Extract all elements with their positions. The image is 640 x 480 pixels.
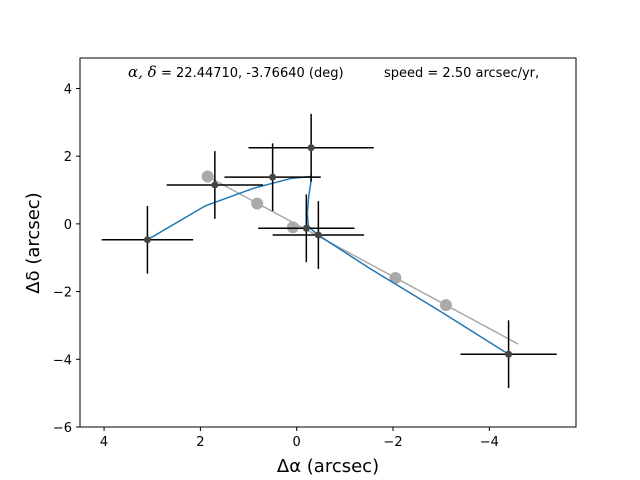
observed-point xyxy=(211,181,219,189)
observed-point xyxy=(314,231,322,239)
model-curve-series xyxy=(147,175,509,355)
y-tick-label: −4 xyxy=(53,353,72,368)
y-ticks: −6 −4 −2 0 2 4 xyxy=(53,82,80,436)
linear-motion-point xyxy=(201,170,214,183)
y-tick-label: 0 xyxy=(64,218,72,233)
model-curve-line xyxy=(147,175,509,355)
x-tick-label: −4 xyxy=(480,435,499,450)
observed-points xyxy=(143,144,513,358)
linear-motion-series xyxy=(201,170,519,345)
observed-point xyxy=(307,144,315,152)
annotation-symbol: α, δ xyxy=(128,63,157,81)
y-axis-label: Δδ (arcsec) xyxy=(23,192,44,293)
linear-motion-point xyxy=(286,221,299,234)
annotation-coords: = 22.44710, -3.76640 (deg) xyxy=(161,66,344,81)
y-tick-label: −6 xyxy=(53,421,72,436)
y-tick-label: 2 xyxy=(64,150,72,165)
y-tick-label: 4 xyxy=(64,82,72,97)
x-tick-label: 2 xyxy=(196,435,204,450)
linear-motion-point xyxy=(251,197,264,210)
x-tick-label: 4 xyxy=(100,435,108,450)
x-tick-label: −2 xyxy=(383,435,402,450)
x-axis-label: Δα (arcsec) xyxy=(277,456,379,477)
linear-motion-point xyxy=(389,272,402,285)
annotation-speed: speed = 2.50 arcsec/yr, xyxy=(384,66,539,81)
y-tick-label: −2 xyxy=(53,286,72,301)
observed-point xyxy=(302,224,310,232)
observed-point xyxy=(505,350,513,358)
observed-point xyxy=(143,236,151,244)
plot-frame xyxy=(79,57,577,428)
x-ticks: 4 2 0 −2 −4 xyxy=(100,427,499,450)
linear-motion-point xyxy=(439,299,452,312)
observed-point xyxy=(269,173,277,181)
x-tick-label: 0 xyxy=(293,435,301,450)
